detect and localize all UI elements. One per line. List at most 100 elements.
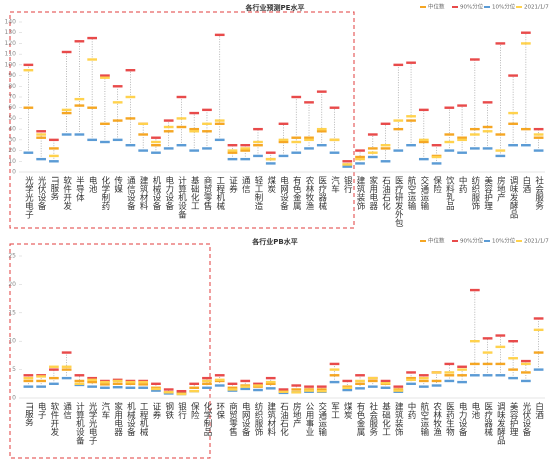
legend-swatch xyxy=(420,6,426,8)
marker xyxy=(316,144,327,147)
marker xyxy=(393,119,404,122)
marker xyxy=(151,382,161,385)
marker xyxy=(342,379,353,383)
marker xyxy=(380,160,391,163)
x-tick-label: 光学光电子 xyxy=(87,401,97,444)
marker xyxy=(112,85,123,88)
marker xyxy=(87,138,98,142)
marker xyxy=(227,388,238,391)
marker xyxy=(253,154,263,158)
x-tick-label: 光学光电子 xyxy=(23,175,33,218)
marker xyxy=(355,155,365,159)
x-tick-label: 有色金属 xyxy=(355,401,365,437)
marker xyxy=(36,375,46,378)
marker xyxy=(49,147,59,150)
x-tick-label: 医药生物 xyxy=(444,402,454,437)
marker xyxy=(521,359,531,363)
x-tick-label: 半导体 xyxy=(74,175,84,202)
marker xyxy=(36,385,46,388)
legend-swatch xyxy=(452,6,458,8)
marker xyxy=(418,374,429,377)
marker xyxy=(74,97,85,101)
x-tick-label: 中药 xyxy=(406,401,416,420)
marker xyxy=(329,106,340,109)
marker xyxy=(367,151,378,154)
y-tick-label: 20 xyxy=(8,147,16,154)
marker xyxy=(74,374,85,377)
marker xyxy=(23,63,34,67)
x-tick-label: 饮料乳品 xyxy=(444,175,454,211)
marker xyxy=(176,125,187,129)
marker xyxy=(457,138,467,142)
y-tick-label: 100 xyxy=(5,61,17,68)
marker xyxy=(521,31,531,34)
marker xyxy=(533,368,544,371)
legend-swatch xyxy=(484,6,490,8)
marker xyxy=(406,119,416,122)
marker xyxy=(138,149,149,152)
x-tick-label: 农林牧渔 xyxy=(432,401,442,436)
marker xyxy=(87,380,98,384)
marker xyxy=(100,383,110,386)
marker xyxy=(189,149,200,152)
marker xyxy=(189,127,200,131)
x-tick-label: 白酒 xyxy=(534,401,544,420)
marker xyxy=(380,386,391,389)
marker xyxy=(355,157,365,161)
marker xyxy=(418,385,429,388)
marker xyxy=(418,138,429,142)
marker xyxy=(367,376,378,380)
x-tick-label: 纺织服饰 xyxy=(253,401,263,437)
marker xyxy=(380,144,391,147)
marker xyxy=(457,365,467,368)
x-tick-label: 光伏设备 xyxy=(36,175,46,211)
marker xyxy=(533,317,544,320)
marker xyxy=(214,138,225,142)
x-tick-label: 电网设备 xyxy=(279,175,289,211)
x-tick-label: 房地产 xyxy=(291,401,301,428)
y-tick-label: 80 xyxy=(8,83,16,90)
x-tick-label: 公用事业 xyxy=(304,402,314,436)
marker xyxy=(508,376,518,380)
marker xyxy=(138,133,149,136)
x-tick-label: 纺织服饰 xyxy=(470,175,480,211)
legend-label: 2021/1/7 xyxy=(524,5,549,11)
marker xyxy=(240,144,251,147)
x-tick-label: 基础化工 xyxy=(189,175,199,210)
y-tick-label: 5 xyxy=(12,366,16,373)
marker xyxy=(138,386,149,389)
marker xyxy=(533,127,544,131)
marker xyxy=(418,379,429,383)
marker xyxy=(240,379,251,383)
marker xyxy=(508,340,518,343)
marker xyxy=(265,382,276,385)
marker xyxy=(61,368,72,371)
marker xyxy=(406,378,416,382)
x-tick-label: 汽车 xyxy=(100,401,110,420)
marker xyxy=(418,157,429,161)
x-tick-label: 交通运输 xyxy=(317,401,327,437)
marker xyxy=(253,384,263,387)
marker xyxy=(74,379,85,383)
x-tick-label: 有色金属 xyxy=(291,175,301,211)
marker xyxy=(189,386,200,389)
marker xyxy=(227,382,238,385)
x-tick-label: 房地产 xyxy=(495,175,505,202)
marker xyxy=(495,42,506,45)
x-tick-label: 电池 xyxy=(87,175,97,193)
marker xyxy=(112,379,123,383)
marker xyxy=(495,334,506,337)
marker xyxy=(406,144,416,147)
marker xyxy=(329,138,340,142)
marker xyxy=(291,140,302,144)
marker xyxy=(457,151,467,154)
marker xyxy=(125,382,136,385)
marker xyxy=(406,115,416,118)
marker xyxy=(521,144,531,147)
x-tick-label: 电池 xyxy=(470,401,480,419)
marker xyxy=(291,388,302,391)
marker xyxy=(304,136,314,139)
marker xyxy=(240,385,251,388)
marker xyxy=(61,50,72,54)
marker xyxy=(533,328,544,332)
